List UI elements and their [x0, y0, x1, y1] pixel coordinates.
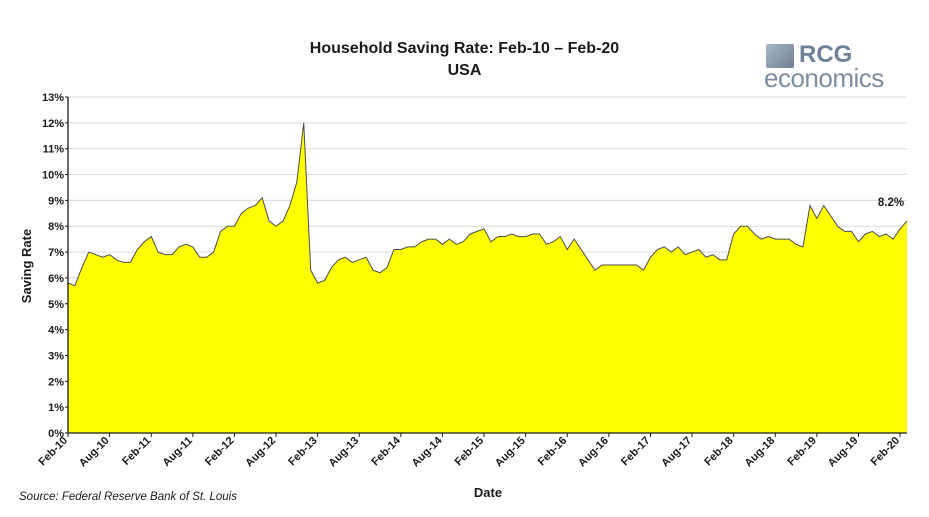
rcg-economics-logo: RCG economics: [763, 41, 903, 93]
x-tick-label: Feb-20: [869, 435, 903, 469]
chart-subtitle: USA: [447, 62, 482, 79]
y-tick-label: 4%: [48, 325, 64, 337]
y-tick-label: 9%: [48, 195, 64, 207]
y-tick-label: 6%: [48, 273, 64, 285]
x-tick-label: Feb-11: [120, 435, 153, 468]
x-tick-label: Feb-18: [702, 435, 736, 469]
logo-mark-icon: [766, 44, 794, 68]
y-axis-title: Saving Rate: [19, 229, 34, 303]
x-tick-label: Aug-18: [743, 435, 778, 470]
x-tick-label: Feb-14: [369, 434, 403, 468]
x-tick-label: Aug-11: [161, 435, 195, 469]
y-tick-label: 13%: [42, 92, 64, 104]
logo-wordmark-rcg: RCG: [799, 41, 853, 68]
logo-wordmark-economics: economics: [764, 63, 884, 93]
y-tick-label: 7%: [48, 247, 64, 259]
x-axis-title: Date: [474, 485, 502, 500]
x-tick-label: Aug-17: [659, 435, 694, 470]
x-tick-label: Feb-15: [453, 435, 487, 469]
x-tick-label: Feb-16: [536, 435, 570, 469]
y-tick-label: 11%: [43, 144, 65, 156]
area-line: [67, 122, 908, 287]
x-tick-label: Feb-12: [203, 435, 237, 469]
y-tick-label: 5%: [48, 299, 64, 311]
chart-title: Household Saving Rate: Feb-10 – Feb-20: [309, 40, 620, 57]
y-tick-label: 12%: [42, 118, 64, 130]
x-tick-label: Aug-13: [326, 435, 361, 470]
x-tick-label: Feb-19: [785, 435, 819, 469]
x-tick-label: Aug-19: [826, 435, 861, 470]
x-tick-label: Aug-14: [410, 434, 445, 469]
y-tick-label: 10%: [42, 170, 64, 182]
last-value-annotation: 8.2%: [878, 197, 904, 209]
axes: [65, 96, 907, 437]
source-note: Source: Federal Reserve Bank of St. Loui…: [19, 491, 237, 503]
y-tick-label: 3%: [48, 350, 64, 362]
x-tick-labels: Feb-10 Aug-10 Feb-11 Aug-11 Feb-12 Aug-12 Feb-…: [37, 434, 903, 469]
x-tick-label: Aug-10: [77, 435, 112, 470]
y-tick-label: 1%: [48, 402, 64, 414]
x-tick-label: Feb-13: [286, 435, 320, 469]
area-fill: [68, 122, 907, 433]
area-series: [67, 122, 908, 433]
x-tick-label: Feb-17: [619, 435, 653, 469]
y-tick-label: 2%: [48, 376, 64, 388]
x-tick-label: Aug-12: [243, 435, 278, 470]
x-tick-label: Aug-15: [493, 435, 528, 470]
y-tick-label: 0%: [48, 428, 64, 440]
x-tick-label: Aug-16: [576, 435, 611, 470]
y-tick-label: 8%: [48, 221, 64, 233]
y-tick-labels: 0% 1% 2% 3% 4% 5% 6% 7% 8% 9% 10% 11% 12% 13%: [42, 92, 64, 440]
